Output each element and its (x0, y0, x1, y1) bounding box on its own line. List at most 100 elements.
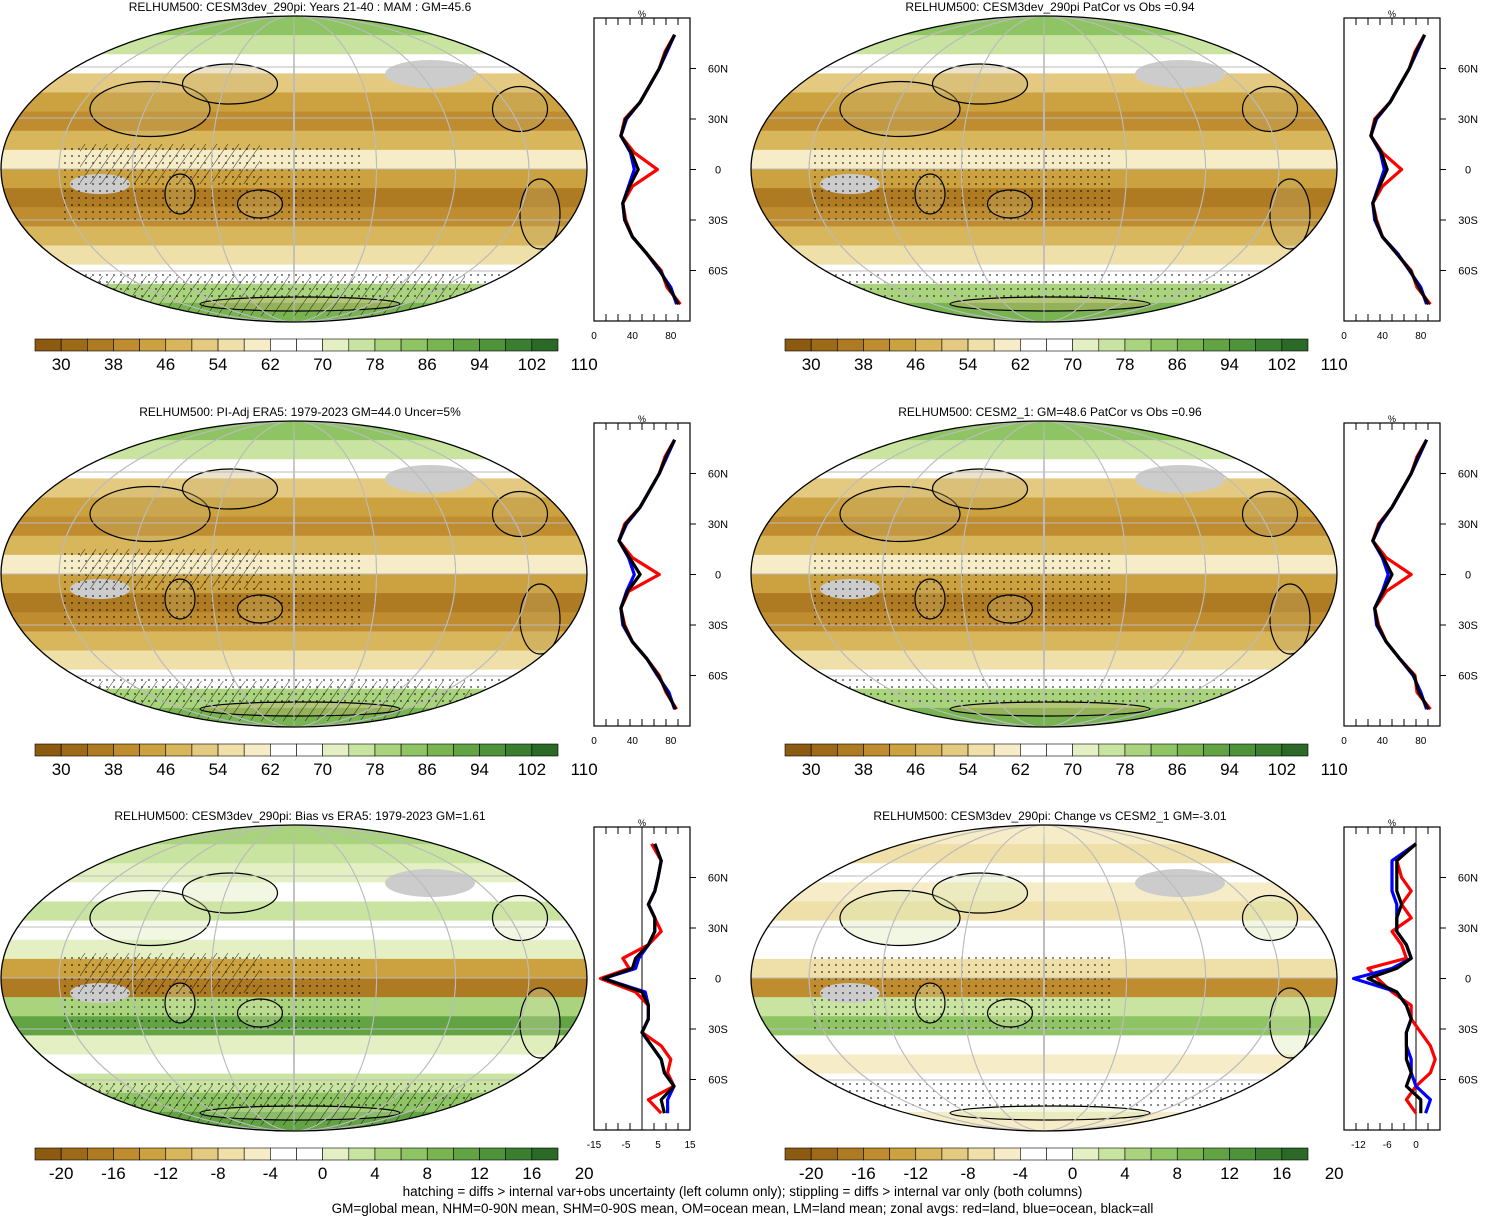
profile-unit: % (638, 414, 646, 424)
colorbar-label: 20 (575, 1164, 594, 1183)
stippling (810, 144, 1110, 224)
map-panel-5: -20 -16 -12 -8 -4 0 4 8 12 16 20 (0, 824, 594, 1183)
map-border (750, 824, 1338, 1132)
continent-outline (89, 889, 211, 947)
meridian-line (293, 421, 295, 727)
colorbar-swatch (270, 1147, 297, 1161)
meridian-line (881, 421, 1207, 727)
colorbar-label: 20 (1325, 1164, 1344, 1183)
colorbar-swatch (243, 338, 271, 352)
footer-line-1: hatching = diffs > internal var+obs unce… (402, 1184, 1083, 1199)
meridian-line (58, 16, 530, 322)
colorbar-swatch (810, 1147, 838, 1161)
colorbar-swatch (993, 1147, 1021, 1161)
colorbar-swatch (165, 743, 193, 757)
colorbar-label: 30 (802, 355, 821, 374)
colorbar-label: 30 (52, 760, 71, 779)
colorbar-swatch (165, 1147, 193, 1161)
colorbar-label: 110 (1321, 760, 1348, 779)
colorbar-label: 54 (959, 355, 978, 374)
meridian-line (1043, 421, 1045, 727)
x-tick-label: 40 (627, 331, 639, 342)
colorbar-label: 0 (1068, 1164, 1077, 1183)
profile-unit: % (1388, 9, 1396, 19)
meridian-line (293, 16, 295, 322)
lat-tick-label: 0 (715, 570, 721, 582)
meridian-line (960, 16, 1128, 322)
map-border (0, 824, 588, 1132)
meridian-line (131, 421, 457, 727)
colorbar-swatch (87, 1147, 114, 1161)
x-tick-label: 80 (665, 736, 677, 747)
series-land (1366, 842, 1437, 1115)
colorbar-label: 54 (209, 760, 228, 779)
colorbar-swatch (889, 743, 917, 757)
continent-outline (931, 63, 1029, 105)
colorbar-swatch (322, 1147, 350, 1161)
colorbar-swatch (531, 1147, 559, 1161)
lat-tick-label: 30S (708, 1024, 728, 1036)
colorbar-swatch (889, 338, 917, 352)
colorbar-swatch (243, 743, 271, 757)
colorbar-swatch (531, 743, 559, 757)
colorbar-label: 78 (1115, 355, 1134, 374)
meridian-line (960, 825, 1128, 1131)
meridian-line (1043, 16, 1045, 322)
meridian-line (210, 825, 378, 1131)
colorbar-swatch (165, 338, 193, 352)
colorbar-swatch (810, 743, 838, 757)
missing-data-patch (1135, 465, 1225, 493)
colorbar-swatch (1255, 1147, 1283, 1161)
colorbar: -20 -16 -12 -8 -4 0 4 8 12 16 20 (784, 1147, 1344, 1183)
colorbar-label: 102 (1268, 760, 1296, 779)
series-all (1369, 34, 1430, 305)
lat-tick-label: 30S (1458, 620, 1478, 632)
x-tick-label: -5 (622, 1140, 631, 1151)
colorbar-swatch (34, 338, 62, 352)
colorbar-swatch (60, 1147, 88, 1161)
colorbar-label: -8 (210, 1164, 225, 1183)
colorbar-swatch (915, 743, 943, 757)
profile-unit: % (638, 9, 646, 19)
colorbar-swatch (1046, 1147, 1073, 1161)
colorbar: 30 38 46 54 62 70 78 86 94 102 110 (784, 338, 1348, 374)
colorbar-swatch (810, 338, 838, 352)
colorbar-swatch (1072, 1147, 1100, 1161)
map-panel-6: -20 -16 -12 -8 -4 0 4 8 12 16 20 (750, 824, 1344, 1183)
lat-band (1, 1054, 587, 1075)
colorbar-label: -8 (960, 1164, 975, 1183)
colorbar-swatch (1150, 1147, 1178, 1161)
lat-band (751, 478, 1337, 499)
x-tick-label: 40 (1377, 331, 1389, 342)
colorbar-swatch (348, 338, 376, 352)
continent-outline (491, 490, 549, 538)
hatching (90, 681, 470, 721)
lat-tick-label: 30S (708, 620, 728, 632)
meridian-line (210, 16, 378, 322)
colorbar-swatch (217, 1147, 245, 1161)
colorbar-label: 12 (470, 1164, 489, 1183)
series-all (617, 439, 678, 710)
map-panel-4: 30 38 46 54 62 70 78 86 94 102 110 (750, 420, 1348, 779)
colorbar-swatch (941, 743, 969, 757)
lat-band (1, 844, 587, 865)
colorbar-swatch (1072, 338, 1100, 352)
profile-unit: % (1388, 818, 1396, 828)
continent-outline (931, 468, 1029, 510)
colorbar-swatch (1020, 743, 1047, 757)
colorbar-label: 0 (318, 1164, 327, 1183)
colorbar-swatch (784, 743, 812, 757)
profile-unit: % (638, 818, 646, 828)
x-tick-label: 80 (1415, 331, 1427, 342)
colorbar-label: 78 (365, 760, 384, 779)
colorbar-swatch (191, 338, 219, 352)
colorbar-swatch (60, 743, 88, 757)
colorbar-swatch (113, 338, 140, 352)
continent-outline (1241, 85, 1299, 133)
colorbar-label: 70 (313, 760, 332, 779)
lat-tick-label: 30N (708, 923, 728, 935)
meridian-line (210, 421, 378, 727)
x-tick-label: 0 (591, 331, 597, 342)
lat-tick-label: 60N (708, 873, 728, 885)
lat-tick-label: 60S (1458, 266, 1478, 278)
